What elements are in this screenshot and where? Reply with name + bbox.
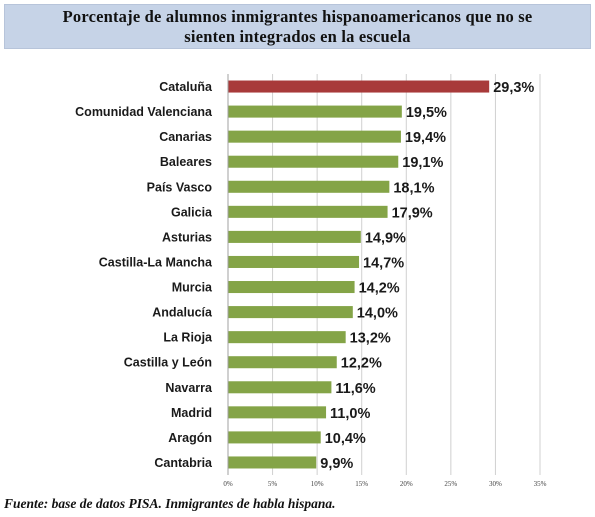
x-tick-label: 5%	[268, 480, 278, 488]
category-label: Aragón	[168, 431, 212, 445]
category-label: Baleares	[160, 155, 212, 169]
value-label: 18,1%	[393, 180, 434, 196]
bar	[228, 230, 361, 243]
x-tick-label: 20%	[400, 480, 413, 488]
category-label: Castilla y León	[124, 356, 212, 370]
value-label: 14,9%	[365, 230, 406, 246]
bar	[228, 255, 360, 268]
bar	[228, 80, 490, 93]
x-tick-label: 0%	[223, 480, 233, 488]
bar-chart: 0% 5% 10% 15% 20% 25% 30% 35% Cataluña 29,3% Comun…	[0, 62, 595, 497]
value-label: 11,0%	[330, 406, 370, 422]
bar	[228, 281, 355, 294]
value-label: 12,2%	[341, 356, 382, 372]
bar	[228, 130, 401, 143]
bar	[228, 180, 390, 193]
x-tick-label: 30%	[489, 480, 502, 488]
category-label: Navarra	[165, 381, 213, 395]
value-label: 14,7%	[363, 255, 404, 271]
category-label: Cataluña	[159, 80, 213, 94]
value-label: 14,2%	[359, 281, 400, 297]
chart-title-line-1: Porcentaje de alumnos inmigrantes hispan…	[62, 6, 533, 26]
category-label: Galicia	[171, 205, 213, 219]
value-label: 9,9%	[320, 456, 353, 472]
bar	[228, 431, 321, 444]
bar	[228, 356, 337, 369]
x-tick-label: 15%	[355, 480, 368, 488]
category-label: Murcia	[172, 281, 213, 295]
value-label: 29,3%	[493, 80, 534, 96]
category-label: Madrid	[171, 406, 212, 420]
bar	[228, 456, 317, 469]
value-label: 17,9%	[392, 205, 433, 221]
bar	[228, 105, 402, 118]
category-label: Canarias	[159, 130, 212, 144]
bar	[228, 331, 346, 344]
value-label: 19,4%	[405, 130, 446, 146]
x-tick-label: 25%	[444, 480, 457, 488]
category-label: Cantabria	[154, 456, 213, 470]
bar	[228, 406, 327, 419]
value-label: 19,5%	[406, 105, 447, 121]
bar	[228, 381, 332, 394]
category-label: Asturias	[162, 230, 212, 244]
value-label: 13,2%	[350, 331, 391, 347]
source-footnote: Fuente: base de datos PISA. Inmigrantes …	[4, 496, 336, 511]
bar-chart-svg: 0% 5% 10% 15% 20% 25% 30% 35% Cataluña 29,3% Comun…	[75, 74, 547, 488]
x-tick-label: 10%	[311, 480, 324, 488]
category-label: Castilla-La Mancha	[99, 255, 213, 269]
value-label: 19,1%	[402, 155, 443, 171]
category-label: País Vasco	[147, 180, 213, 194]
bar	[228, 205, 388, 218]
value-label: 14,0%	[357, 306, 398, 322]
bar	[228, 155, 399, 168]
x-tick-label: 35%	[534, 480, 547, 488]
chart-title-line-2: sienten integrados en la escuela	[184, 26, 411, 46]
category-label: La Rioja	[163, 331, 213, 345]
chart-title: Porcentaje de alumnos inmigrantes hispan…	[4, 4, 591, 49]
value-label: 11,6%	[335, 381, 375, 397]
value-label: 10,4%	[325, 431, 366, 447]
bar	[228, 306, 353, 319]
category-label: Andalucía	[152, 306, 213, 320]
category-label: Comunidad Valenciana	[75, 105, 213, 119]
